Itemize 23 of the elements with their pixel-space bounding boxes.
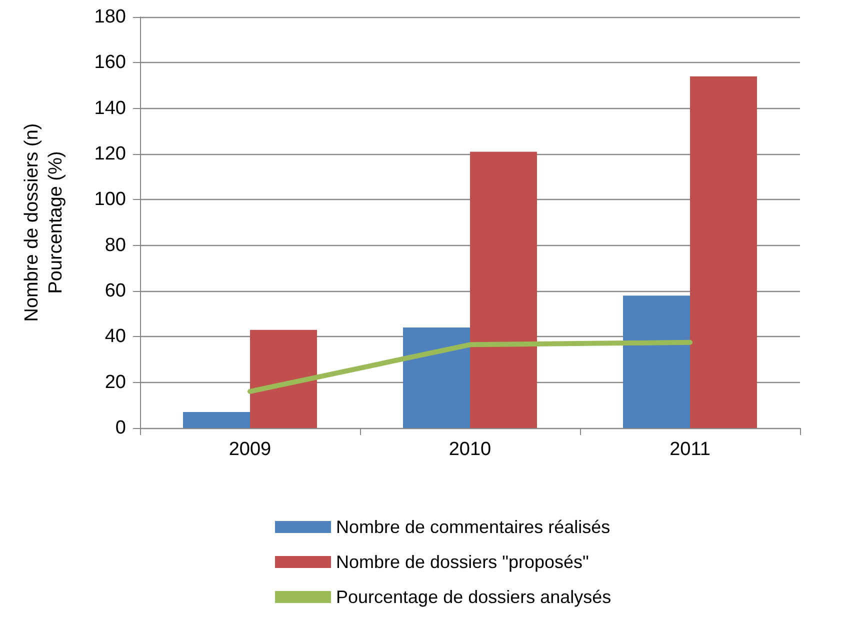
y-tick-label: 100 — [94, 189, 126, 210]
y-tick-label: 20 — [104, 372, 126, 393]
y-tick-label: 120 — [94, 144, 126, 164]
bar — [403, 328, 470, 428]
x-tick-label: 2011 — [670, 439, 710, 460]
legend-label: Nombre de dossiers "proposés" — [336, 552, 589, 572]
y-axis-title: Nombre de dossiers (n) Pourcentage (%) — [22, 123, 66, 322]
bar — [183, 412, 250, 428]
x-tick-label: 2010 — [448, 439, 492, 460]
y-tick-label: 160 — [94, 52, 126, 74]
y-tick-label: 180 — [94, 6, 126, 28]
bar — [623, 296, 690, 428]
y-tick-label: 0 — [115, 418, 126, 438]
y-tick-label: 140 — [94, 98, 126, 119]
bar — [250, 330, 317, 428]
bar — [690, 76, 757, 428]
legend-label: Nombre de commentaires réalisés — [336, 517, 610, 537]
legend-label: Pourcentage de dossiers analysés — [336, 587, 612, 607]
y-tick-label: 80 — [104, 234, 126, 256]
y-tick-label: 40 — [104, 326, 126, 348]
x-tick-label: 2009 — [228, 439, 272, 460]
bar — [470, 152, 537, 428]
y-tick-label: 60 — [104, 280, 126, 302]
